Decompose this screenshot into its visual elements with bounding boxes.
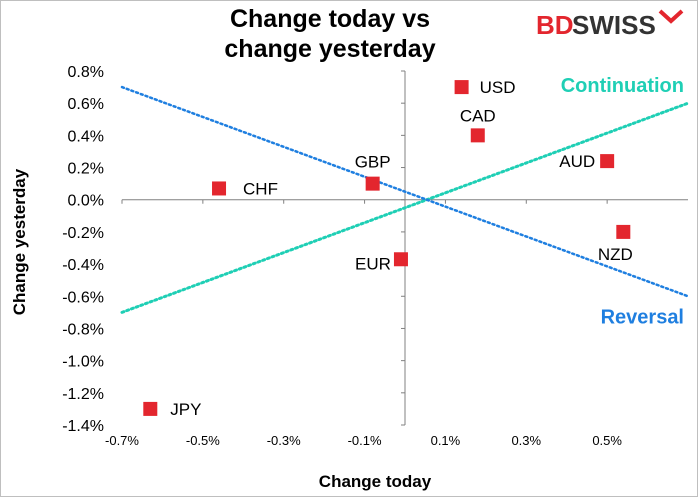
chart-title: Change today vs change yesterday [180,4,480,64]
data-point-jpy [143,401,158,416]
chart-title-line1: Change today vs [229,5,431,33]
y-tick-label: -1.2% [62,386,104,403]
data-label-cad: CAD [460,106,496,125]
y-tick-label: -0.6% [62,289,104,306]
data-label-gbp: GBP [355,153,391,172]
data-point-cad [470,128,485,143]
y-tick-label: -0.4% [62,257,104,274]
data-label-aud: AUD [559,152,595,171]
y-tick-label: -0.2% [62,225,104,242]
y-tick-label: 0.6% [68,96,104,113]
data-point-chf [212,181,227,196]
y-tick-label: 0.2% [68,161,104,178]
y-tick-label: 0.4% [68,128,104,145]
tick-labels: 0.8% 0.6% 0.4% 0.2% 0.0% -0.2% -0.4% -0.6% -0.8%… [62,64,622,448]
data-point-eur [393,252,408,267]
data-label-jpy: JPY [170,400,201,419]
continuation-label: Continuation [561,75,684,97]
logo-chevron-icon [658,9,684,24]
chart-title-line2: change yesterday [224,35,436,63]
y-tick-label: 0.0% [68,193,104,210]
y-axis-label: Change yesterday [10,168,29,316]
data-label-nzd: NZD [598,245,633,264]
reversal-label: Reversal [601,306,684,328]
reversal-line [120,85,690,298]
data-points: USD CAD AUD GBP CHF EUR NZD JPY [143,78,633,419]
data-label-chf: CHF [243,179,278,198]
x-tick-label: -0.3% [267,433,301,448]
logo-text-bd: BD [536,10,574,40]
y-tick-label: -1.4% [62,418,104,435]
data-label-eur: EUR [355,254,391,273]
x-tick-label: 0.3% [511,433,541,448]
data-label-usd: USD [480,78,516,97]
y-tick-label: -1.0% [62,354,104,371]
x-tick-label: -0.5% [186,433,220,448]
x-axis-label: Change today [318,472,432,491]
data-point-aud [600,154,615,169]
x-tick-label: -0.1% [348,433,382,448]
x-tick-label: -0.7% [105,433,139,448]
y-tick-label: -0.8% [62,321,104,338]
data-point-nzd [616,224,631,239]
logo-text-swiss: SWISS [572,10,656,40]
bdswiss-logo: BD SWISS [536,9,684,40]
y-tick-label: 0.8% [68,64,104,81]
x-tick-label: 0.5% [592,433,622,448]
x-tick-label: 0.1% [431,433,461,448]
reference-lines: Continuation Reversal [120,75,690,328]
continuation-line [120,101,690,314]
data-point-gbp [365,176,380,191]
data-point-usd [454,80,469,95]
